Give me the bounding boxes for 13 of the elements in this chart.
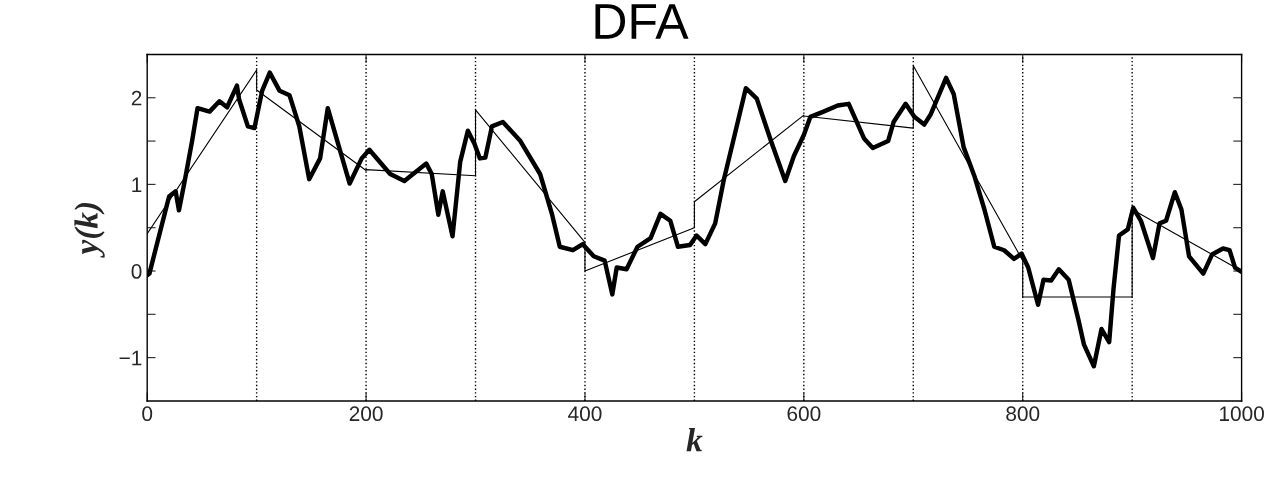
x-tick-label: 200 — [349, 406, 383, 422]
y-tick-label: 2 — [131, 90, 142, 106]
x-tick-label: 600 — [787, 406, 821, 422]
x-tick-label: 400 — [568, 406, 602, 422]
chart-title: DFA — [595, 4, 689, 39]
y-tick-label: 1 — [132, 177, 142, 192]
x-tick-label: 0 — [142, 406, 153, 422]
y-tick-label: −1 — [119, 350, 142, 366]
x-tick-label: 800 — [1006, 406, 1040, 422]
x-tick-label: 1000 — [1220, 406, 1264, 422]
y-tick-label: 0 — [131, 264, 142, 279]
y-axis-title: y(k) — [74, 203, 105, 258]
x-axis-title: k — [686, 428, 703, 452]
